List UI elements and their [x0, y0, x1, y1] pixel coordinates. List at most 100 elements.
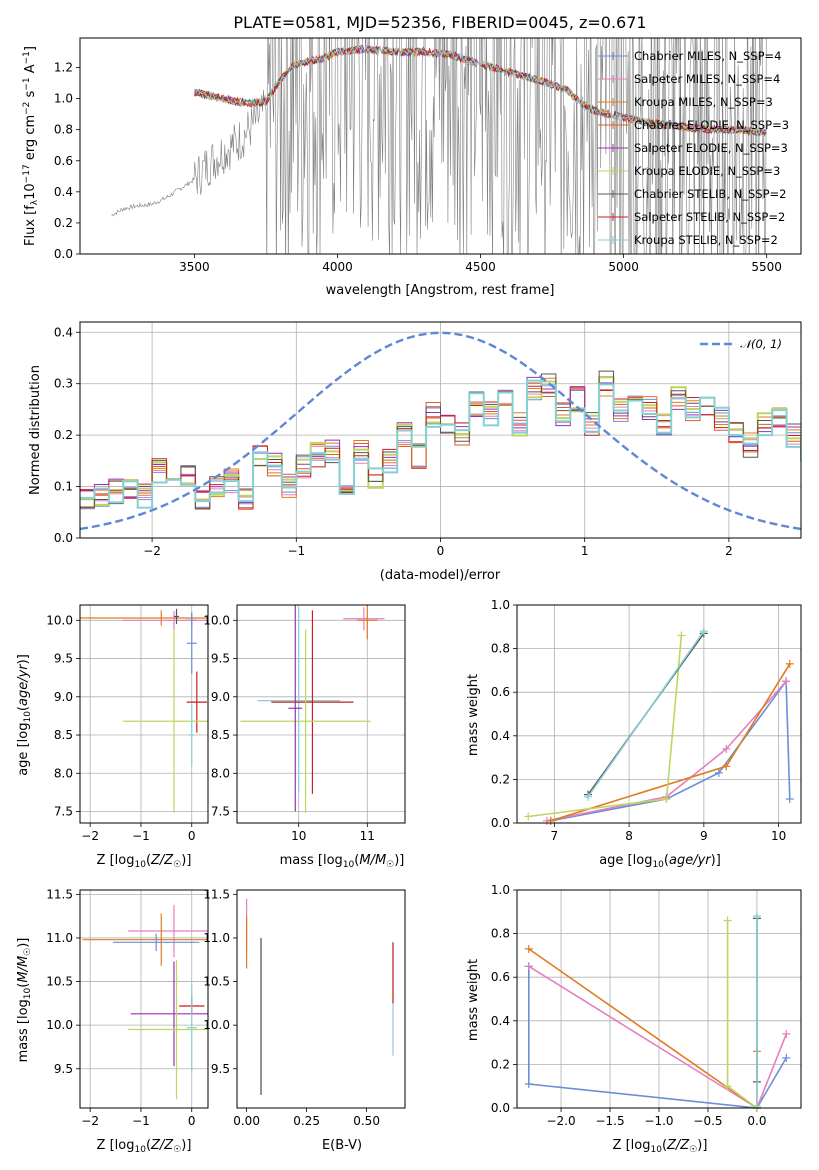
mw-age-xlabel: age [log10(age/yr)]: [599, 853, 721, 870]
x-tick-label: 0.50: [353, 1114, 380, 1128]
legend-label: Salpeter MILES, N_SSP=4: [634, 72, 780, 86]
mw-age-ylabel: mass weight: [466, 674, 481, 756]
axes-frame: [79, 604, 209, 824]
legend-label: Kroupa ELODIE, N_SSP=3: [634, 164, 780, 178]
svg-text:mass [log10(M/M☉)]: mass [log10(M/M☉)]: [16, 938, 33, 1063]
y-tick-label: 0.4: [54, 185, 73, 199]
data-point-marker: [662, 795, 671, 804]
mass-vs-metallicity-plot: −2 −1 0 9.5 10.0 10.5 11.0 11.5: [46, 887, 209, 1128]
y-tick-label: 10.0: [203, 1018, 230, 1032]
data-point-marker: [524, 1080, 533, 1089]
mass-weight-vs-metallicity-plot: −2.0 −1.5 −1.0 −0.5 0.0 0.0 0.2 0.4 0.6 0.8 1.0: [491, 883, 802, 1128]
x-tick-label: 0: [188, 829, 196, 843]
y-tick-label: 0.0: [491, 1101, 510, 1115]
data-point-marker: [677, 631, 686, 640]
axes-frame: [79, 321, 802, 539]
spectrum-xlabel: wavelength [Angstrom, rest frame]: [326, 283, 555, 298]
x-tick-label: 9: [700, 829, 708, 843]
y-tick-label: 1.0: [491, 883, 510, 897]
y-tick-label: 10.5: [203, 975, 230, 989]
x-tick-label: 10: [771, 829, 786, 843]
y-tick-label: 11.0: [46, 931, 73, 945]
x-tick-label: 0: [188, 1114, 196, 1128]
y-tick-label: 8.5: [211, 728, 230, 742]
mass-z-xlabel: Z [log10(Z/Z☉)]: [97, 1138, 192, 1155]
legend-label: Chabrier ELODIE, N_SSP=3: [634, 118, 789, 132]
y-tick-label: 9.0: [54, 690, 73, 704]
x-tick-label: 0: [437, 544, 445, 558]
x-tick-label: 0.00: [233, 1114, 260, 1128]
data-point-marker: [723, 1082, 732, 1091]
mass-weight-line: [528, 948, 758, 1109]
mass-ylabel: mass [log10(M/M☉)]: [16, 938, 33, 1063]
axes-frame: [236, 604, 406, 824]
data-point-marker: [524, 812, 533, 821]
x-tick-label: −2: [143, 544, 161, 558]
y-tick-label: 10.0: [203, 613, 230, 627]
age-ylabel: age [log10(age/yr)]: [16, 654, 33, 776]
y-tick-label: 11.5: [46, 887, 73, 901]
y-tick-label: 0.8: [54, 123, 73, 137]
data-point-marker: [782, 1053, 791, 1062]
svg-text:Z [log10(Z/Z☉)]: Z [log10(Z/Z☉)]: [97, 853, 192, 870]
data-point-marker: [524, 962, 533, 971]
x-tick-label: 0.0: [747, 1114, 766, 1128]
y-tick-label: 0.8: [491, 927, 510, 941]
svg-text:mass [log10(M/M☉)]: mass [log10(M/M☉)]: [280, 853, 405, 870]
legend-label: Salpeter STELIB, N_SSP=2: [634, 210, 785, 224]
y-tick-label: 0.4: [491, 729, 510, 743]
y-tick-label: 0.6: [491, 685, 510, 699]
axes-frame: [79, 889, 209, 1109]
histogram-step: [80, 382, 801, 510]
model-spectrum-line: [194, 44, 767, 137]
residual-histogram: −2 −1 0 1 2 0.0 0.1 0.2 0.3 0.4 𝒩(0, 1): [54, 321, 802, 558]
y-tick-label: 0.2: [54, 216, 73, 230]
age-vs-metallicity-plot: −2 −1 0 7.5 8.0 8.5 9.0 9.5 10.0: [46, 604, 209, 843]
histogram-step: [80, 382, 801, 510]
y-tick-label: 0.8: [491, 642, 510, 656]
legend-label: Chabrier STELIB, N_SSP=2: [634, 187, 786, 201]
svg-text:Flux [fλ10−17 erg cm−2 s−1 A−1: Flux [fλ10−17 erg cm−2 s−1 A−1]: [22, 46, 40, 246]
spectrum-plot: 3500 4000 4500 5000 5500 0.0 0.2 0.4 0.6 0.8 1.0 1.…: [54, 37, 802, 274]
mass-weight-line: [726, 920, 758, 1109]
x-tick-label: −1.0: [644, 1114, 673, 1128]
y-tick-label: 1.0: [491, 598, 510, 612]
y-tick-label: 8.5: [54, 728, 73, 742]
data-point-marker: [782, 1029, 791, 1038]
axes-frame: [79, 37, 802, 255]
axes-frame: [516, 604, 802, 824]
data-point-marker: [584, 792, 592, 801]
histogram-step: [80, 370, 801, 510]
y-tick-label: 0.2: [491, 772, 510, 786]
y-tick-label: 1.0: [54, 92, 73, 106]
y-tick-label: 9.5: [211, 1062, 230, 1076]
mass-weight-line: [546, 680, 787, 822]
data-point-marker: [722, 762, 731, 771]
y-tick-label: 0.3: [54, 377, 73, 391]
histogram-step: [80, 385, 801, 509]
mass-weight-vs-age-plot: 7 8 9 10 0.0 0.2 0.4 0.6 0.8 1.0: [491, 598, 802, 843]
x-tick-label: 7: [551, 829, 559, 843]
mass-vs-ebv-plot: 0.00 0.25 0.50 9.5 10.0 10.5 11.0 11.5: [203, 887, 406, 1128]
spectrum-title: PLATE=0581, MJD=52356, FIBERID=0045, z=0…: [233, 13, 646, 32]
y-tick-label: 0.1: [54, 480, 73, 494]
y-tick-label: 0.4: [491, 1014, 510, 1028]
data-point-marker: [714, 768, 723, 777]
legend-label: Kroupa MILES, N_SSP=3: [634, 95, 773, 109]
y-tick-label: 0.6: [491, 970, 510, 984]
x-tick-label: 4000: [322, 260, 353, 274]
x-tick-label: −1: [287, 544, 305, 558]
y-tick-label: 11.5: [203, 887, 230, 901]
x-tick-label: −2.0: [546, 1114, 575, 1128]
ebv-xlabel: E(B-V): [322, 1138, 362, 1153]
y-tick-label: 0.0: [54, 531, 73, 545]
x-tick-label: 3500: [179, 260, 210, 274]
mass-weight-line: [528, 965, 788, 1110]
y-tick-label: 0.2: [491, 1057, 510, 1071]
data-spectrum-line: [111, 38, 767, 254]
y-tick-label: 9.5: [211, 652, 230, 666]
spectrum-ylabel: Flux [fλ10−17 erg cm−2 s−1 A−1]: [22, 46, 40, 246]
y-tick-label: 9.5: [54, 652, 73, 666]
x-tick-label: 5000: [608, 260, 639, 274]
